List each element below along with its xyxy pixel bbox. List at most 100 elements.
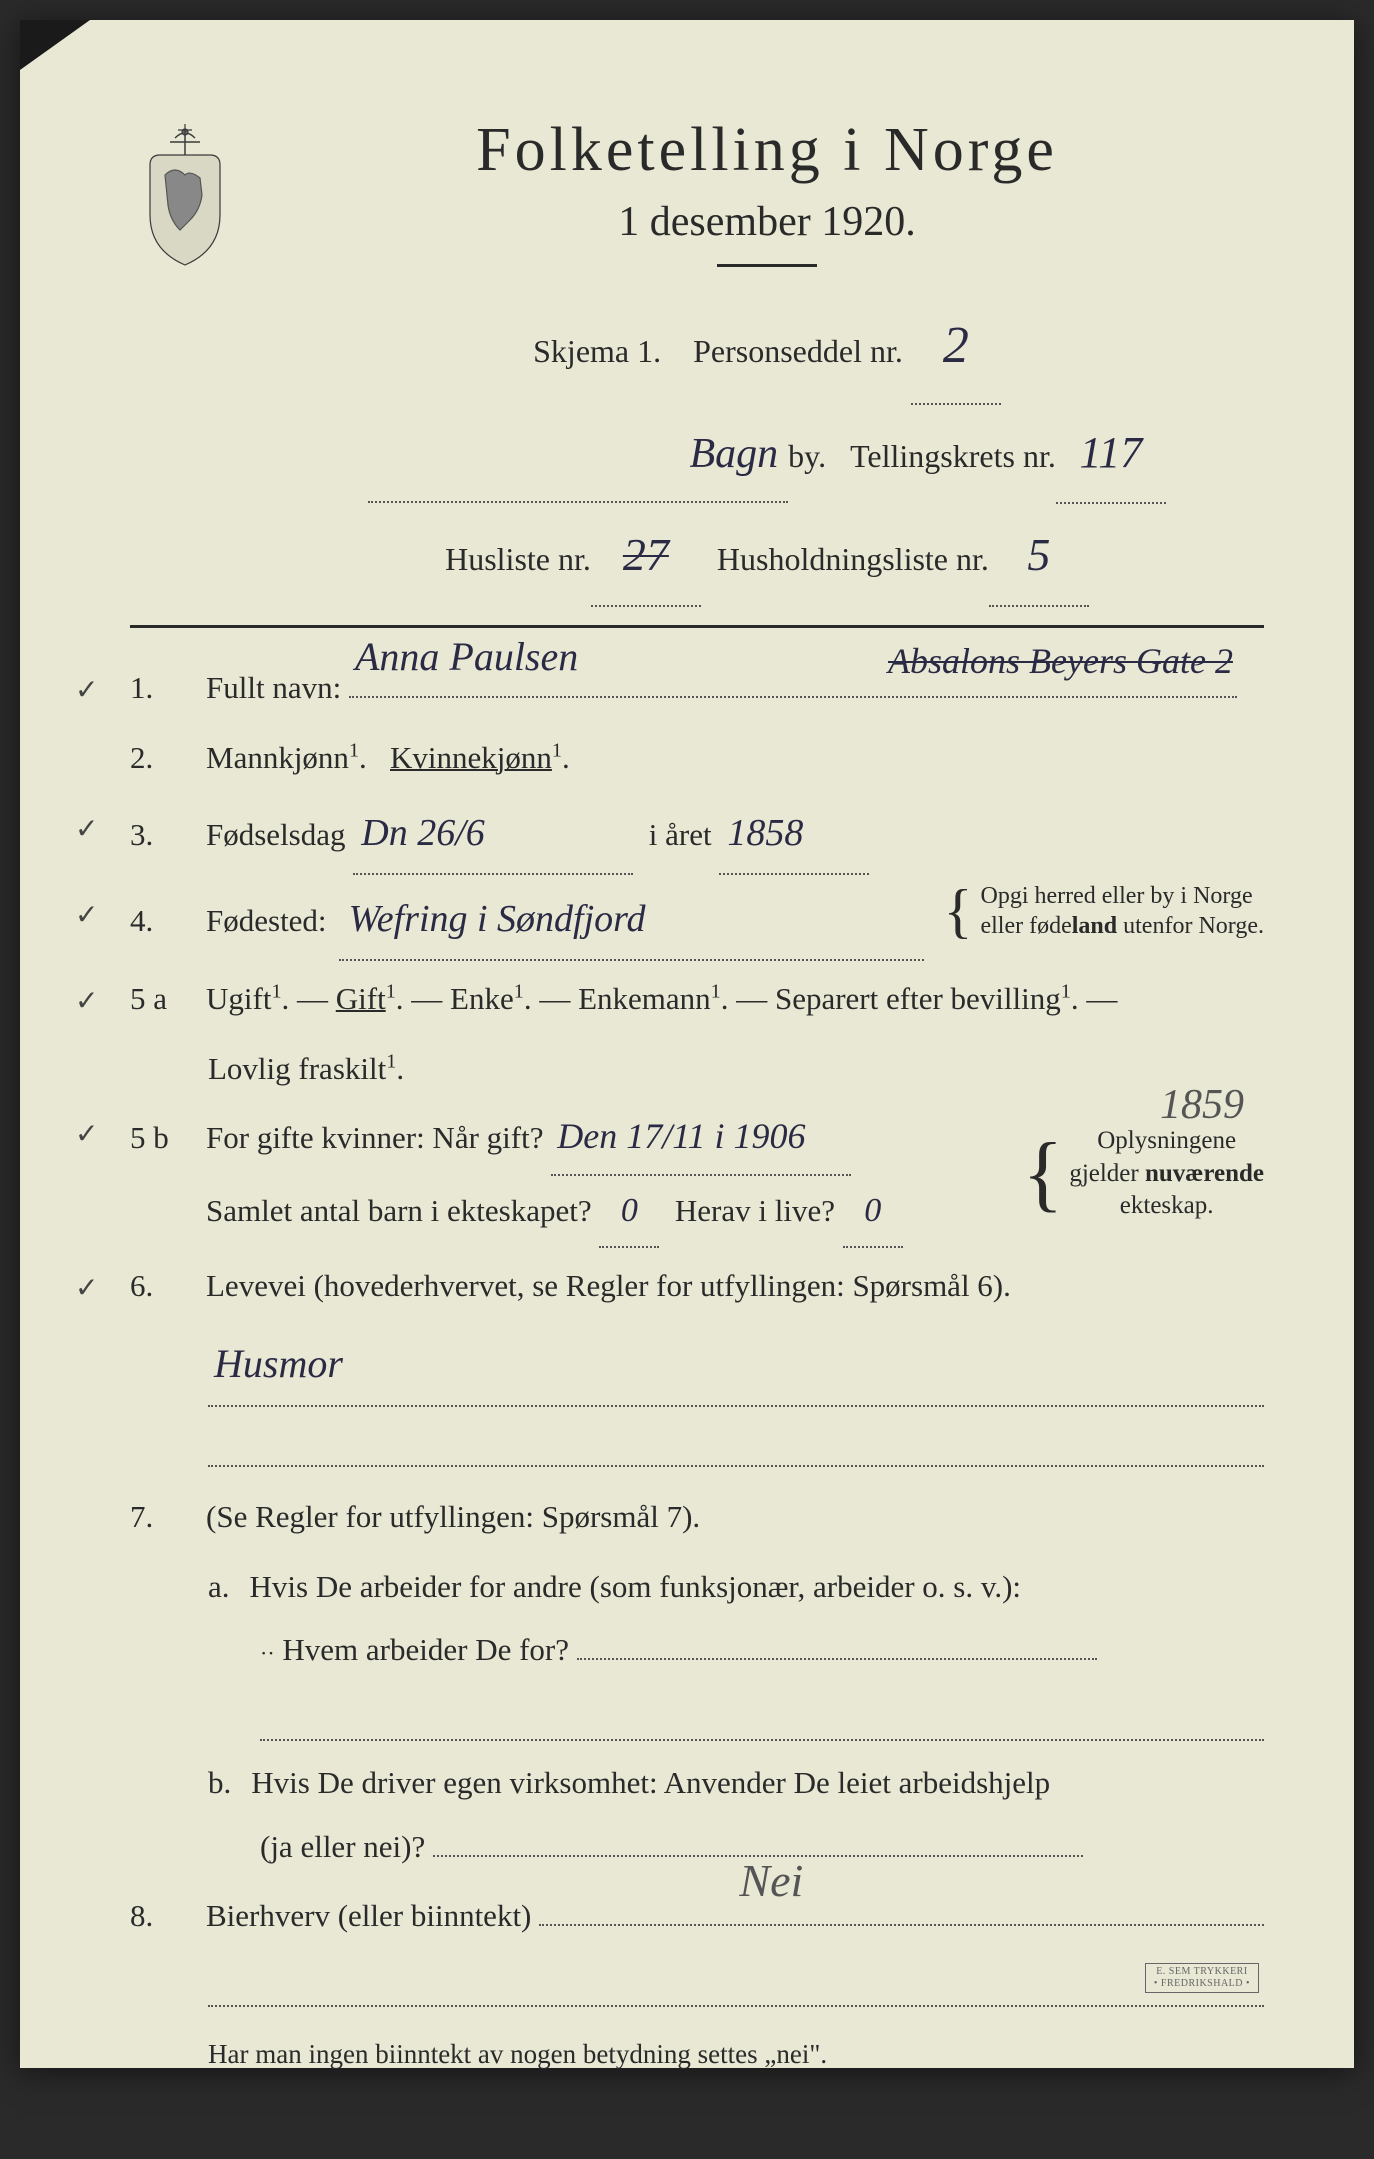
q8-num: 8. <box>130 1884 188 1948</box>
q3-num: 3. <box>130 803 188 867</box>
q4-note: { Opgi herred eller by i Norge eller fød… <box>944 881 1264 941</box>
q6-value-line: Husmor <box>130 1323 1264 1407</box>
q1-row: ✓ 1. Fullt navn: Anna Paulsen Absalons B… <box>130 656 1264 720</box>
q4-row: ✓ 4. Fødested: Wefring i Søndfjord { Opg… <box>130 881 1264 961</box>
q5a-row: ✓ 5 a Ugift1. — Gift1. — Enke1. — Enkema… <box>130 967 1264 1031</box>
husholdning-value: 5 <box>989 504 1089 607</box>
q5a-tick: ✓ <box>75 973 98 1030</box>
q7b-label: b. <box>208 1751 231 1815</box>
q1-tick: ✓ <box>75 662 98 719</box>
q4-tick: ✓ <box>75 887 98 944</box>
q5a-separert: Separert efter bevilling <box>775 981 1061 1016</box>
meta-line-3: Husliste nr. 27 Husholdningsliste nr. 5 <box>270 504 1264 607</box>
husliste-value: 27 <box>591 504 701 607</box>
q7b-line1: b. Hvis De driver egen virksomhet: Anven… <box>130 1751 1264 1815</box>
q3-day: Dn 26/6 <box>353 795 633 875</box>
q4-note1: Opgi herred eller by i Norge <box>980 883 1252 909</box>
q5a-ugift: Ugift <box>206 981 271 1016</box>
footer-note: Har man ingen biinntekt av nogen betydni… <box>208 2027 1264 2082</box>
fn-b: tydelig understrekning <box>352 2133 566 2158</box>
title-rule <box>717 264 817 267</box>
q7b-text1: Hvis De driver egen virksomhet: Anvender… <box>251 1751 1050 1815</box>
q2-body: Mannkjønn1. Kvinnekjønn1. <box>206 726 1264 790</box>
q5b-l1label: For gifte kvinner: Når gift? <box>206 1120 543 1155</box>
q8-blank <box>208 1958 1264 2008</box>
husliste-label: Husliste nr. <box>445 524 591 594</box>
q7-num: 7. <box>130 1485 188 1549</box>
subtitle: 1 desember 1920. <box>270 198 1264 246</box>
q4-label: Fødested: <box>206 889 327 953</box>
q5b-row: 1859 ✓ 5 b For gifte kvinner: Når gift? … <box>130 1100 1264 1247</box>
q7a-blank2 <box>260 1692 1264 1742</box>
q3-yearlabel: i året <box>649 817 712 852</box>
main-title: Folketelling i Norge <box>270 115 1264 186</box>
divider-bottom <box>130 2109 1264 2111</box>
header: Folketelling i Norge 1 desember 1920. Sk… <box>130 100 1264 607</box>
q5b-num: 5 b <box>130 1106 188 1170</box>
q5b-l1val: Den 17/11 i 1906 <box>551 1100 851 1176</box>
q1-num: 1. <box>130 656 188 720</box>
footnote: 1 Her kan svares ved tydelig understrekn… <box>130 2125 1264 2159</box>
q3-label: Fødselsdag <box>206 817 346 852</box>
crest-icon <box>130 120 240 270</box>
q5a-gift: Gift <box>336 981 386 1016</box>
tellingskrets-value: 117 <box>1056 405 1166 504</box>
personseddel-value: 2 <box>911 289 1001 405</box>
q5b-margin-year: 1859 <box>1160 1062 1244 1148</box>
q5b-l2bv: 0 <box>843 1176 903 1248</box>
q8-value: Nei <box>739 1834 803 1928</box>
title-block: Folketelling i Norge 1 desember 1920. Sk… <box>270 100 1264 607</box>
footnote-text: Her kan svares ved tydelig understreknin… <box>178 2133 760 2159</box>
q5a-body: Ugift1. — Gift1. — Enke1. — Enkemann1. —… <box>206 967 1264 1031</box>
q3-row: ✓ 3. Fødselsdag Dn 26/6 i året 1858 <box>130 795 1264 875</box>
q8-row: 8. Bierhverv (eller biinntekt) Nei <box>130 1884 1264 1948</box>
form-meta: Skjema 1. Personseddel nr. 2 Bagn by. Te… <box>270 289 1264 607</box>
fn-c: av de ord som passer. <box>566 2133 760 2158</box>
q5b-body: For gifte kvinner: Når gift? Den 17/11 i… <box>206 1100 1264 1247</box>
q6-label: Levevei (hovederhvervet, se Regler for u… <box>206 1254 1264 1318</box>
q3-tick: ✓ <box>75 801 98 858</box>
q7b-line2: (ja eller nei)? <box>130 1815 1264 1879</box>
q4-value: Wefring i Søndfjord <box>339 881 924 961</box>
q6-tick: ✓ <box>75 1260 98 1317</box>
census-form-page: Folketelling i Norge 1 desember 1920. Sk… <box>20 20 1354 2068</box>
q2-num: 2. <box>130 726 188 790</box>
footnote-mark: 1 <box>130 2125 160 2159</box>
q5b-l2av: 0 <box>599 1176 659 1248</box>
fn-a: Her kan svares ved <box>178 2133 352 2158</box>
q7a-line2: ·· Hvem arbeider De for? <box>130 1618 1264 1682</box>
q3-year: 1858 <box>719 795 869 875</box>
page-corner-fold <box>20 20 90 70</box>
printer-stamp: E. SEM TRYKKERI • FREDRIKSHALD • <box>1145 1963 1259 1993</box>
meta-line-1: Skjema 1. Personseddel nr. 2 <box>270 289 1264 405</box>
q2-mann: Mannkjønn <box>206 740 349 775</box>
q5b-l2b: Herav i live? <box>675 1193 835 1228</box>
q5a-fraskilt: Lovlig fraskilt <box>208 1051 386 1086</box>
q5b-s2: gjelder nuværende <box>1069 1160 1264 1187</box>
q7a-line1: a. Hvis De arbeider for andre (som funks… <box>130 1555 1264 1619</box>
q8-body: Bierhverv (eller biinntekt) Nei <box>206 1884 1264 1948</box>
by-label: by. <box>788 421 826 491</box>
q5b-s3: ekteskap. <box>1120 1192 1214 1219</box>
q1-label: Fullt navn: <box>206 670 341 705</box>
q5a-enkemann: Enkemann <box>578 981 711 1016</box>
by-value: Bagn <box>368 408 788 502</box>
q5b-l2a: Samlet antal barn i ekteskapet? <box>206 1193 592 1228</box>
q4-body: Fødested: Wefring i Søndfjord { Opgi her… <box>206 881 1264 961</box>
printer-l1: E. SEM TRYKKERI <box>1154 1966 1250 1978</box>
personseddel-label: Personseddel nr. <box>693 333 903 369</box>
q8-label: Bierhverv (eller biinntekt) <box>206 1884 531 1948</box>
tellingskrets-label: Tellingskrets nr. <box>850 421 1056 491</box>
q5a-line2: Lovlig fraskilt1. <box>130 1037 1264 1101</box>
skjema-label: Skjema 1. <box>533 333 661 369</box>
q7b-text2: (ja eller nei)? <box>260 1829 425 1864</box>
q1-value: Anna Paulsen <box>355 616 578 698</box>
q3-body: Fødselsdag Dn 26/6 i året 1858 <box>206 795 1264 875</box>
question-list: ✓ 1. Fullt navn: Anna Paulsen Absalons B… <box>130 656 1264 2082</box>
meta-line-2: Bagn by. Tellingskrets nr. 117 <box>270 405 1264 504</box>
q4-note2: eller fødeland utenfor Norge. <box>980 913 1264 939</box>
q7-intro: (Se Regler for utfyllingen: Spørsmål 7). <box>206 1485 1264 1549</box>
coat-of-arms <box>130 120 240 270</box>
q6-num: 6. <box>130 1254 188 1318</box>
q7a-blank <box>577 1658 1097 1660</box>
